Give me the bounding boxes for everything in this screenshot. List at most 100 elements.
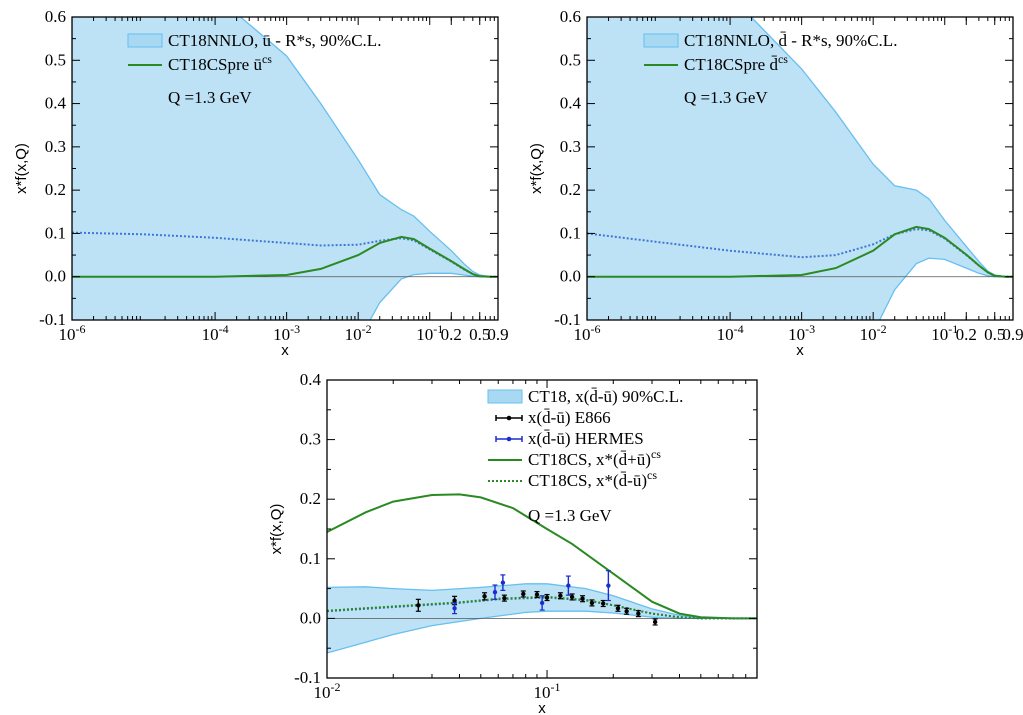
q-scale-label: Q =1.3 GeV <box>684 88 768 107</box>
y-tick-label: 0.5 <box>560 50 581 69</box>
y-tick-label: 0.6 <box>560 7 581 26</box>
x-tick-label: 10-1 <box>416 322 443 344</box>
x-tick-label: 10-4 <box>717 322 744 344</box>
y-tick-label: 0.5 <box>45 50 66 69</box>
y-tick-label: -0.1 <box>554 310 581 329</box>
x-tick-label: 10-6 <box>59 322 86 344</box>
legend-item: CT18CSpre ūcs <box>128 52 272 74</box>
x-axis-title: x <box>796 342 804 359</box>
y-tick-label: 0.0 <box>560 267 581 286</box>
data-point-e866 <box>580 595 586 603</box>
legend-item: CT18, x(d̄-ū) 90%C.L. <box>487 387 683 406</box>
legend-label: CT18CSpre d̄cs <box>684 52 788 74</box>
y-tick-label: 0.1 <box>45 223 66 242</box>
data-point-e866 <box>501 594 507 602</box>
data-point-hermes <box>605 570 611 602</box>
series-cs <box>587 225 1013 278</box>
legend-item: CT18CS, x*(d̄-ū)cs <box>488 468 657 490</box>
series-sum-cs <box>327 493 757 620</box>
plot-area <box>72 17 498 320</box>
legend-item: x(d̄-ū) HERMES <box>495 429 644 448</box>
chart-panel-2: -0.1 0.0 0.1 0.2 0.3 0.4 0.5 0.6 10-6 10-4 10-3 10-… <box>528 7 1023 359</box>
x-tick-label: 0.9 <box>1002 325 1023 344</box>
y-axis-title: x*f(x,Q) <box>528 143 545 194</box>
y-tick-label: 0.4 <box>45 94 67 113</box>
y-tick-label: 0.0 <box>300 608 321 627</box>
y-tick-label: 0.6 <box>45 7 66 26</box>
data-point-e866 <box>415 598 421 612</box>
data-point-e866 <box>615 604 621 612</box>
plot-area <box>327 493 757 654</box>
legend-swatch <box>487 389 523 404</box>
series-central <box>72 231 498 278</box>
data-point-e866 <box>482 592 488 601</box>
x-tick-label: 0.9 <box>487 325 508 344</box>
legend-item: x(d̄-ū) E866 <box>495 408 611 427</box>
x-tick-label: 10-3 <box>273 322 300 344</box>
y-tick-label: -0.1 <box>39 310 66 329</box>
data-point-e866 <box>544 593 550 602</box>
data-point-e866 <box>600 599 606 608</box>
x-tick-label: 10-3 <box>788 322 815 344</box>
legend-swatch <box>643 33 679 48</box>
legend-label: CT18CSpre ūcs <box>168 52 272 74</box>
x-tick-label: 0.2 <box>956 325 977 344</box>
data-point-e866 <box>624 607 630 615</box>
x-tick-label: 10-1 <box>931 322 958 344</box>
y-tick-label: 0.2 <box>45 180 66 199</box>
data-point-hermes <box>452 602 458 615</box>
x-tick-label: 10-4 <box>202 322 229 344</box>
x-tick-label: 10-1 <box>534 680 561 702</box>
uncertainty-band <box>72 17 498 320</box>
x-tick-label: 0.5 <box>469 325 490 344</box>
x-tick-label: 10-2 <box>860 322 887 344</box>
legend-item: CT18NNLO, ū - R*s, 90%C.L. <box>127 31 381 50</box>
y-tick-label: -0.1 <box>294 668 321 687</box>
y-axis-title: x*f(x,Q) <box>268 504 285 555</box>
y-axis-title: x*f(x,Q) <box>13 143 30 194</box>
y-tick-label: 0.2 <box>560 180 581 199</box>
chart-panel-3: -0.1 0.0 0.1 0.2 0.3 0.4 10-2 10-1x x*f(x,Q) CT18… <box>268 370 758 715</box>
q-scale-label: Q =1.3 GeV <box>528 506 612 525</box>
y-tick-label: 0.4 <box>300 370 322 389</box>
data-point-e866 <box>534 590 540 599</box>
data-point-e866 <box>652 618 658 626</box>
legend-label: CT18, x(d̄-ū) 90%C.L. <box>528 387 683 406</box>
legend-label: CT18NNLO, ū - R*s, 90%C.L. <box>168 31 381 50</box>
data-point-e866 <box>589 599 595 607</box>
legend-item: CT18CSpre d̄cs <box>644 52 788 74</box>
data-point-e866 <box>635 610 641 618</box>
x-tick-label: 10-2 <box>345 322 372 344</box>
x-tick-label: 10-2 <box>314 680 341 702</box>
q-scale-label: Q =1.3 GeV <box>168 88 252 107</box>
legend-label: x(d̄-ū) HERMES <box>528 429 644 448</box>
y-tick-label: 0.3 <box>300 430 321 449</box>
legend-label: x(d̄-ū) E866 <box>528 408 611 427</box>
y-tick-label: 0.1 <box>300 549 321 568</box>
chart-panel-1: -0.1 0.0 0.1 0.2 0.3 0.4 0.5 0.6 10-6 10-4 10-3 10-… <box>13 7 509 359</box>
data-point-hermes <box>492 584 498 600</box>
x-tick-label: 0.5 <box>984 325 1005 344</box>
y-tick-label: 0.3 <box>560 137 581 156</box>
data-point-hermes <box>565 575 571 596</box>
series-cs <box>72 235 498 278</box>
y-tick-label: 0.3 <box>45 137 66 156</box>
uncertainty-band <box>587 17 1013 320</box>
legend-label: CT18NNLO, d̄ - R*s, 90%C.L. <box>684 31 897 50</box>
data-point-e866 <box>520 590 526 598</box>
y-tick-label: 0.1 <box>560 223 581 242</box>
x-axis-title: x <box>538 700 546 715</box>
y-tick-label: 0.0 <box>45 267 66 286</box>
series-diff-cs <box>327 595 757 620</box>
y-tick-label: 0.4 <box>560 94 582 113</box>
data-point-hermes <box>539 595 545 611</box>
legend-label: CT18CS, x*(d̄-ū)cs <box>528 468 657 490</box>
x-tick-label: 0.2 <box>441 325 462 344</box>
plot-area <box>587 17 1013 320</box>
legend-item: CT18CS, x*(d̄+ū)cs <box>488 447 661 469</box>
y-tick-label: 0.2 <box>300 489 321 508</box>
x-axis-title: x <box>281 342 289 359</box>
x-tick-label: 10-6 <box>574 322 601 344</box>
data-point-e866 <box>557 592 563 600</box>
